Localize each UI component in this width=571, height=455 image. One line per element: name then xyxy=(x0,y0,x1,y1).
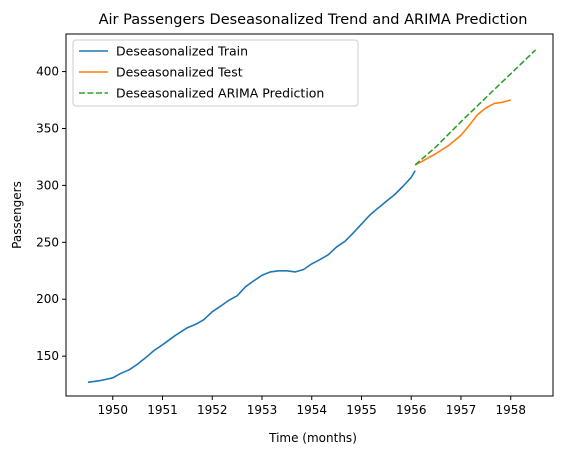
y-tick-label: 350 xyxy=(36,121,59,135)
x-tick-label: 1957 xyxy=(446,403,477,417)
x-tick-label: 1952 xyxy=(197,403,228,417)
y-tick-label: 250 xyxy=(36,235,59,249)
y-axis: 150 200 250 300 350 400 xyxy=(36,65,66,363)
legend-label-2: Deseasonalized Test xyxy=(116,65,243,80)
y-tick-label: 200 xyxy=(36,292,59,306)
x-tick-label: 1958 xyxy=(495,403,526,417)
series-line-2 xyxy=(414,99,511,166)
axes-frame xyxy=(65,33,554,397)
y-axis-title: Passengers xyxy=(10,181,24,249)
legend-label-3: Deseasonalized ARIMA Prediction xyxy=(116,86,324,101)
y-tick-label: 400 xyxy=(36,65,59,79)
x-tick-label: 1953 xyxy=(247,403,278,417)
x-axis-title: Time (months) xyxy=(268,431,357,445)
legend: Deseasonalized Train Deseasonalized Test D… xyxy=(72,39,359,107)
x-tick-label: 1954 xyxy=(296,403,327,417)
series-line-3 xyxy=(414,49,537,166)
x-tick-label: 1955 xyxy=(346,403,377,417)
chart-title: Air Passengers Deseasonalized Trend and … xyxy=(99,12,528,28)
x-axis: 1950 1951 1952 1953 1954 1955 1956 1957 1958 xyxy=(97,396,526,417)
y-tick-label: 300 xyxy=(36,178,59,192)
y-tick-label: 150 xyxy=(36,349,59,363)
x-tick-label: 1950 xyxy=(97,403,128,417)
x-tick-label: 1956 xyxy=(396,403,427,417)
legend-box xyxy=(72,39,359,107)
plot-area xyxy=(87,49,537,384)
legend-label-1: Deseasonalized Train xyxy=(116,44,248,59)
series-line-1 xyxy=(87,170,416,384)
x-tick-label: 1951 xyxy=(147,403,178,417)
